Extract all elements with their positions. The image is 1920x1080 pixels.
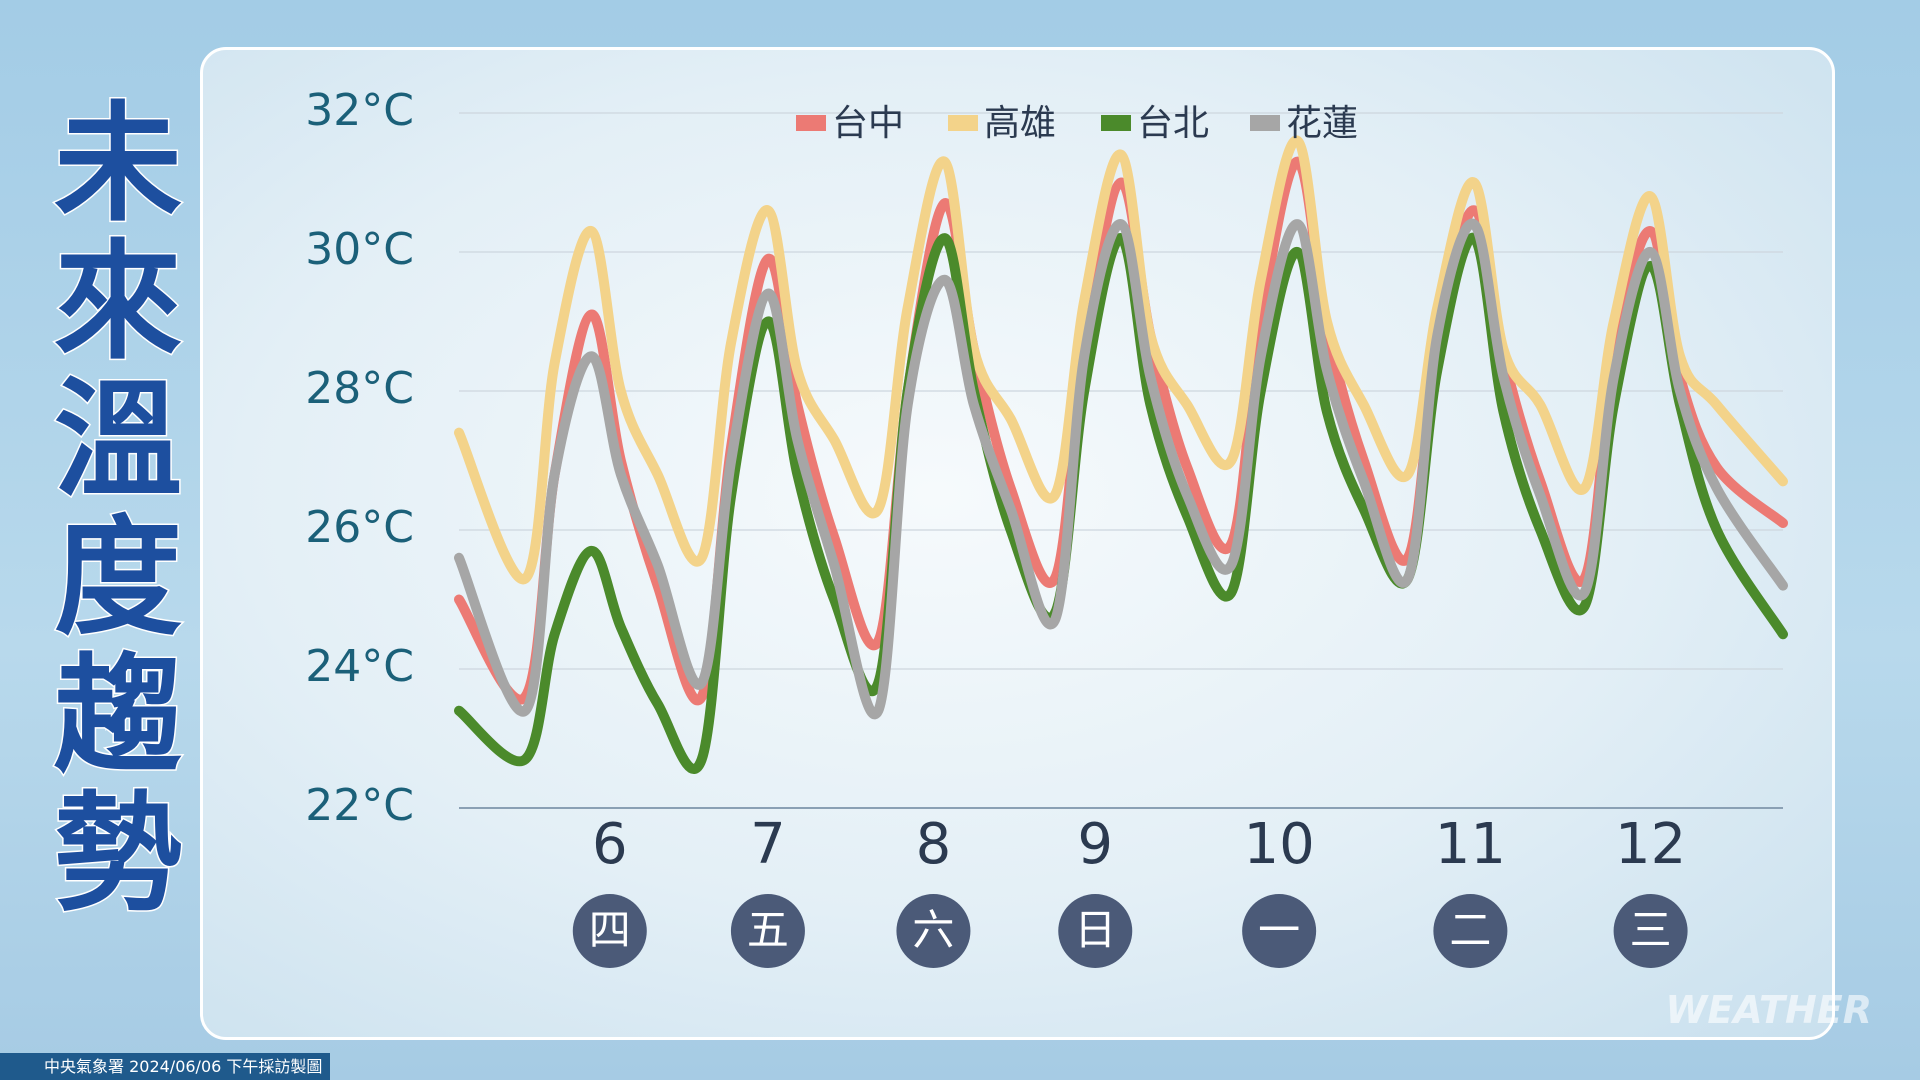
legend-swatch — [948, 115, 978, 131]
y-tick-label: 24°C — [305, 641, 414, 692]
legend-label: 高雄 — [984, 103, 1056, 144]
source-note: 中央氣象署 2024/06/06 下午採訪製圖 — [0, 1053, 331, 1080]
legend-swatch — [796, 115, 826, 131]
line — [454, 135, 1788, 585]
x-tick-label: 10 — [1244, 812, 1315, 877]
chart-title: 未來溫度趨勢 — [52, 90, 183, 929]
legend-swatch — [1101, 115, 1131, 131]
weekday-label: 四 — [589, 906, 631, 955]
legend-label: 台中 — [832, 103, 904, 144]
y-tick-label: 32°C — [305, 85, 414, 136]
y-tick-label: 30°C — [305, 224, 414, 275]
legend-label: 台北 — [1137, 103, 1209, 144]
x-tick-label: 12 — [1615, 812, 1686, 877]
weekday-label: 三 — [1630, 906, 1672, 955]
x-tick-label: 9 — [1077, 812, 1113, 877]
weekday-badge — [1433, 894, 1508, 968]
x-tick-label: 6 — [592, 812, 628, 877]
y-tick-label: 28°C — [305, 363, 414, 414]
weekday-label: 一 — [1258, 906, 1300, 955]
line — [454, 233, 1788, 774]
weekday-badge — [896, 894, 971, 968]
weekday-badge — [1058, 894, 1133, 968]
y-tick-label: 22°C — [305, 780, 414, 831]
watermark: WEATHER — [1665, 988, 1872, 1032]
y-tick-label: 26°C — [305, 502, 414, 553]
line — [454, 156, 1788, 706]
weekday-badge — [572, 894, 647, 968]
x-tick-label: 7 — [750, 812, 786, 877]
weekday-badge — [1242, 894, 1317, 968]
x-tick-label: 11 — [1435, 812, 1506, 877]
legend-swatch — [1250, 115, 1280, 131]
x-tick-label: 8 — [916, 812, 952, 877]
weekday-label: 日 — [1074, 906, 1116, 955]
weekday-label: 六 — [912, 906, 954, 955]
line — [454, 218, 1788, 720]
weekday-label: 五 — [747, 906, 789, 955]
weekday-badge — [1613, 894, 1688, 968]
weekday-label: 二 — [1449, 906, 1491, 955]
weekday-badge — [730, 894, 805, 968]
legend-label: 花蓮 — [1286, 103, 1358, 144]
